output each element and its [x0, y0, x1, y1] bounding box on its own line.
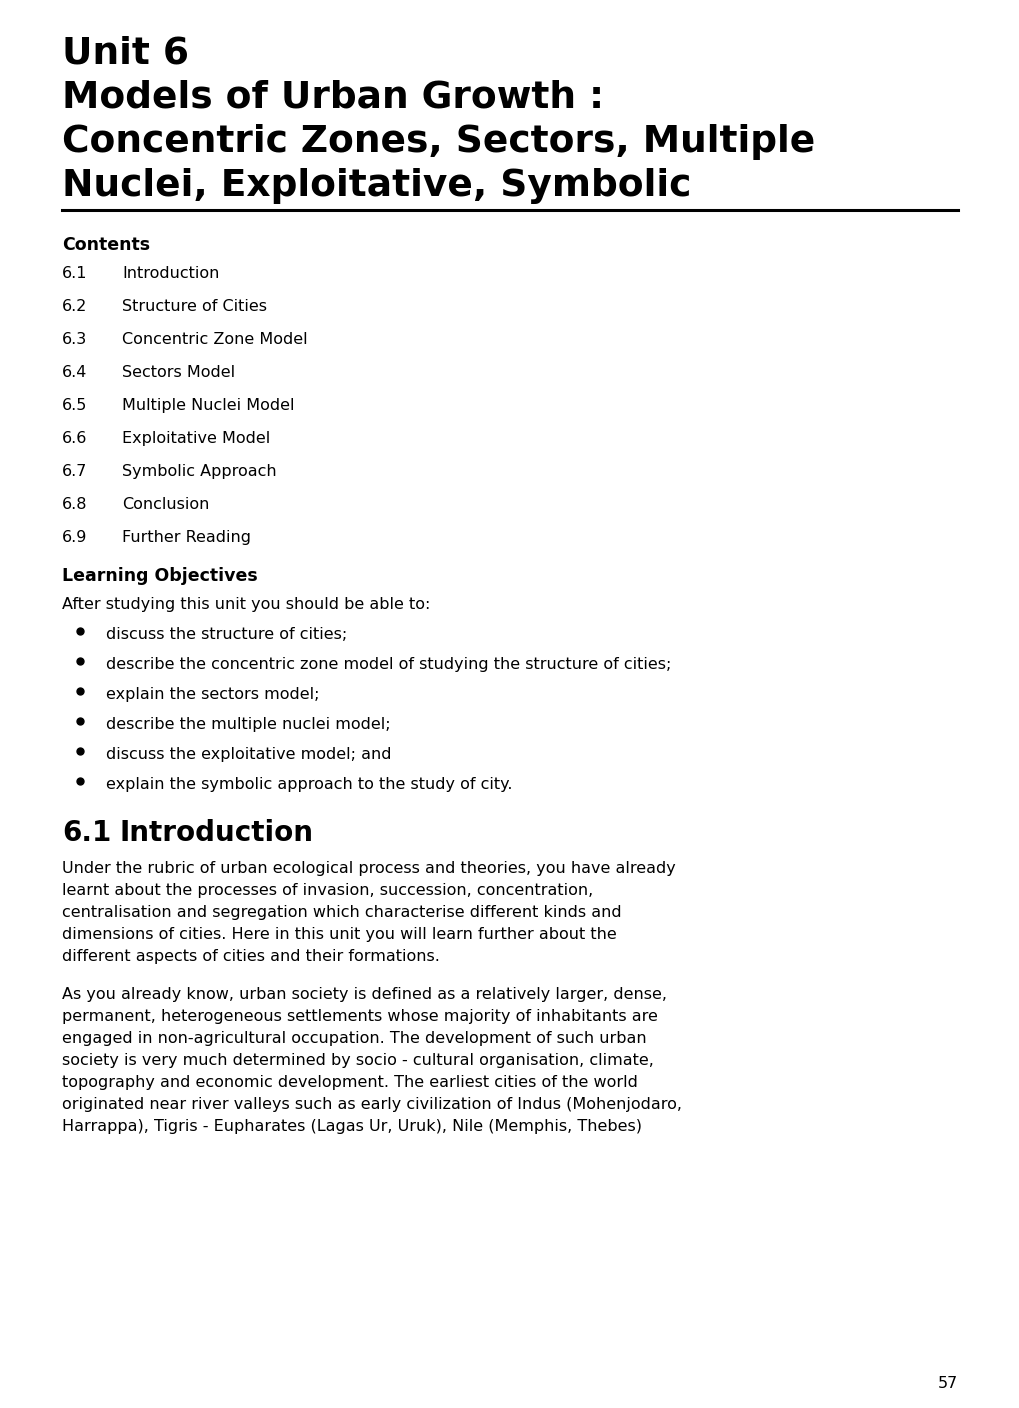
Text: Structure of Cities: Structure of Cities — [122, 298, 267, 314]
Text: 6.8: 6.8 — [62, 497, 88, 513]
Text: Unit 6: Unit 6 — [62, 37, 189, 72]
Text: 6.4: 6.4 — [62, 365, 88, 380]
Text: Introduction: Introduction — [122, 266, 219, 282]
Text: 6.1: 6.1 — [62, 266, 88, 282]
Text: centralisation and segregation which characterise different kinds and: centralisation and segregation which cha… — [62, 905, 621, 919]
Text: Contents: Contents — [62, 237, 150, 253]
Text: originated near river valleys such as early civilization of Indus (Mohenjodaro,: originated near river valleys such as ea… — [62, 1097, 682, 1112]
Text: 6.5: 6.5 — [62, 398, 88, 413]
Text: 6.1: 6.1 — [62, 819, 111, 848]
Text: After studying this unit you should be able to:: After studying this unit you should be a… — [62, 597, 430, 612]
Text: 6.2: 6.2 — [62, 298, 88, 314]
Text: Symbolic Approach: Symbolic Approach — [122, 465, 276, 479]
Text: discuss the exploitative model; and: discuss the exploitative model; and — [106, 748, 391, 762]
Text: 6.3: 6.3 — [62, 332, 88, 346]
Text: 57: 57 — [936, 1376, 957, 1391]
Text: Harrappa), Tigris - Eupharates (Lagas Ur, Uruk), Nile (Memphis, Thebes): Harrappa), Tigris - Eupharates (Lagas Ur… — [62, 1119, 641, 1133]
Text: explain the symbolic approach to the study of city.: explain the symbolic approach to the stu… — [106, 777, 512, 791]
Text: dimensions of cities. Here in this unit you will learn further about the: dimensions of cities. Here in this unit … — [62, 926, 616, 942]
Text: topography and economic development. The earliest cities of the world: topography and economic development. The… — [62, 1074, 637, 1090]
Text: Conclusion: Conclusion — [122, 497, 209, 513]
Text: Models of Urban Growth :: Models of Urban Growth : — [62, 80, 603, 115]
Text: explain the sectors model;: explain the sectors model; — [106, 687, 319, 703]
Text: describe the concentric zone model of studying the structure of cities;: describe the concentric zone model of st… — [106, 658, 671, 672]
Text: Multiple Nuclei Model: Multiple Nuclei Model — [122, 398, 294, 413]
Text: 6.7: 6.7 — [62, 465, 88, 479]
Text: engaged in non-agricultural occupation. The development of such urban: engaged in non-agricultural occupation. … — [62, 1031, 646, 1046]
Text: learnt about the processes of invasion, succession, concentration,: learnt about the processes of invasion, … — [62, 883, 593, 898]
Text: As you already know, urban society is defined as a relatively larger, dense,: As you already know, urban society is de… — [62, 987, 666, 1002]
Text: Concentric Zone Model: Concentric Zone Model — [122, 332, 308, 346]
Text: different aspects of cities and their formations.: different aspects of cities and their fo… — [62, 949, 439, 964]
Text: 6.9: 6.9 — [62, 529, 88, 545]
Text: Under the rubric of urban ecological process and theories, you have already: Under the rubric of urban ecological pro… — [62, 862, 676, 876]
Text: Nuclei, Exploitative, Symbolic: Nuclei, Exploitative, Symbolic — [62, 168, 691, 204]
Text: Further Reading: Further Reading — [122, 529, 251, 545]
Text: Sectors Model: Sectors Model — [122, 365, 235, 380]
Text: discuss the structure of cities;: discuss the structure of cities; — [106, 627, 346, 642]
Text: Concentric Zones, Sectors, Multiple: Concentric Zones, Sectors, Multiple — [62, 124, 814, 161]
Text: Introduction: Introduction — [120, 819, 314, 848]
Text: society is very much determined by socio - cultural organisation, climate,: society is very much determined by socio… — [62, 1053, 653, 1069]
Text: permanent, heterogeneous settlements whose majority of inhabitants are: permanent, heterogeneous settlements who… — [62, 1010, 657, 1024]
Text: Learning Objectives: Learning Objectives — [62, 567, 258, 584]
Text: Exploitative Model: Exploitative Model — [122, 431, 270, 446]
Text: describe the multiple nuclei model;: describe the multiple nuclei model; — [106, 717, 390, 732]
Text: 6.6: 6.6 — [62, 431, 88, 446]
